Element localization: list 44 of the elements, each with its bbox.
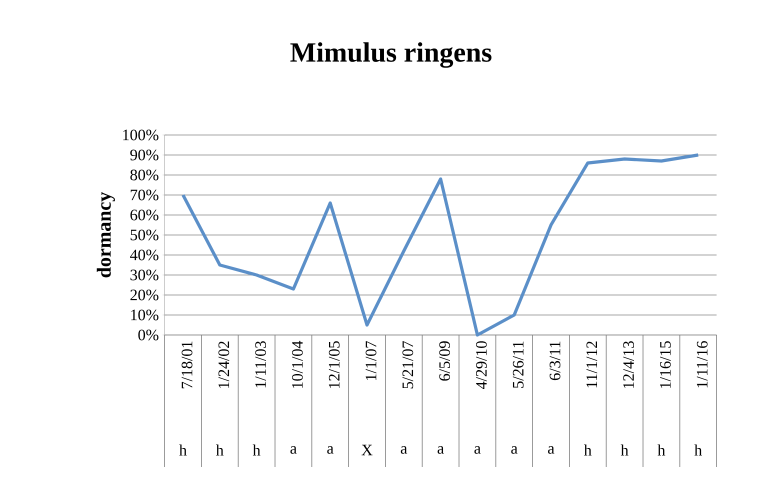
text: a [327, 446, 334, 454]
y-tick-label: 10% [131, 310, 158, 320]
x-tick-label: 10/1/04 [292, 340, 303, 388]
x-tick-label: 7/18/01 [182, 342, 192, 388]
chart-title: Mimulus ringens [290, 42, 492, 68]
x-tick-label: 1/11/03 [255, 341, 266, 388]
y-tick-label: 50% [130, 230, 158, 240]
x-tick-label: 1/16/15 [660, 341, 671, 388]
text: a [548, 446, 554, 454]
x-tick-label: 11/1/12 [586, 342, 598, 388]
text: a [474, 446, 481, 454]
text: h [584, 444, 592, 456]
y-tick-label: 70% [130, 190, 158, 200]
y-tick-label: 60% [130, 210, 158, 220]
x-tick-label: 4/29/10 [476, 341, 487, 390]
y-tick-label: 0% [138, 330, 158, 340]
text: h [252, 444, 260, 456]
text: a [400, 446, 408, 454]
y-tick-label: 90% [130, 150, 158, 160]
y-tick-label: 80% [130, 170, 158, 180]
x-tick-label: 5/26/11 [512, 342, 524, 388]
text: h [694, 444, 702, 456]
x-tick-label: 1/11/16 [696, 341, 708, 388]
x-tick-label: 5/21/07 [402, 341, 414, 388]
text: a [290, 446, 297, 454]
y-tick-label: 30% [130, 270, 158, 280]
x-tick-label: 12/4/13 [623, 341, 634, 388]
text: h [620, 444, 628, 456]
y-tick-label: 40% [130, 250, 158, 260]
text: a [511, 446, 518, 454]
x-tick-label: 1/24/02 [218, 342, 230, 388]
line-series [181, 153, 700, 337]
text: a [438, 446, 444, 454]
x-tick-label: 1/1/07 [366, 341, 376, 380]
y-axis-title: dormancy [96, 192, 115, 278]
text: h [658, 444, 666, 456]
y-tick-label: 100% [123, 130, 158, 140]
x-tick-label: 6/5/09 [439, 341, 450, 381]
x-tick-label: 6/3/11 [550, 342, 560, 380]
y-tick-label: 20% [130, 290, 158, 300]
text: h [216, 444, 224, 456]
x-tick-label: 12/1/05 [328, 341, 340, 388]
text: X [362, 444, 372, 456]
text: h [179, 444, 187, 456]
